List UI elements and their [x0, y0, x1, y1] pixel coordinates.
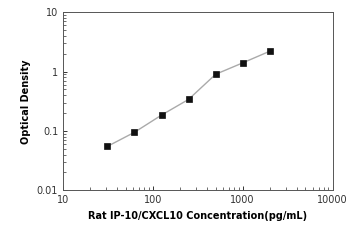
X-axis label: Rat IP-10/CXCL10 Concentration(pg/mL): Rat IP-10/CXCL10 Concentration(pg/mL) — [88, 211, 307, 221]
Y-axis label: Optical Density: Optical Density — [21, 59, 31, 143]
